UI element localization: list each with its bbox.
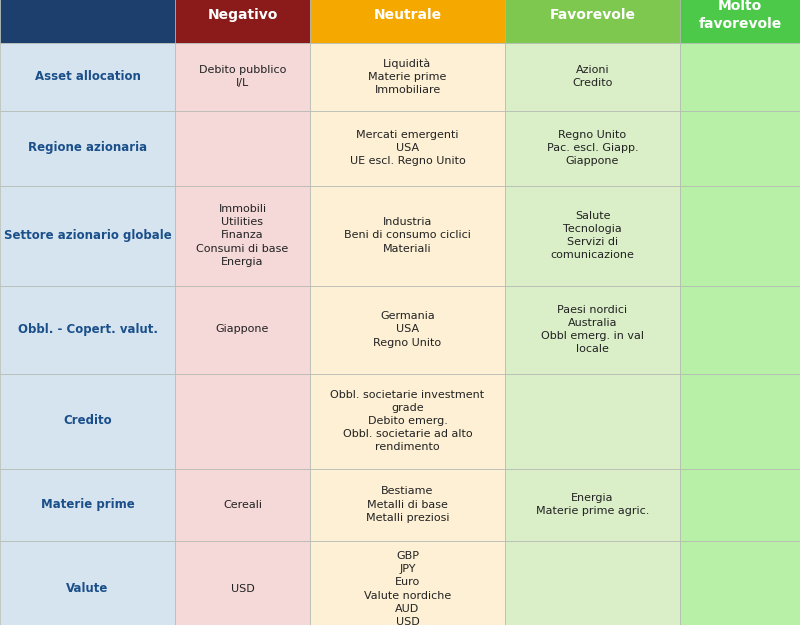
Bar — [505, 286, 680, 374]
Bar — [310, 286, 505, 374]
Text: Paesi nordici
Australia
Obbl emerg. in val
locale: Paesi nordici Australia Obbl emerg. in v… — [541, 305, 644, 354]
Text: Giappone: Giappone — [216, 324, 269, 334]
Text: Molto
favorevole: Molto favorevole — [698, 0, 782, 31]
Bar — [175, 186, 310, 286]
Bar — [175, 0, 310, 42]
Text: Immobili
Utilities
Finanza
Consumi di base
Energia: Immobili Utilities Finanza Consumi di ba… — [196, 204, 289, 267]
Text: Valute: Valute — [66, 582, 109, 596]
Bar — [0, 186, 175, 286]
Text: Debito pubblico
I/L: Debito pubblico I/L — [199, 65, 286, 88]
Text: Azioni
Credito: Azioni Credito — [572, 65, 613, 88]
Text: Negativo: Negativo — [207, 8, 278, 22]
Text: Mercati emergenti
USA
UE escl. Regno Unito: Mercati emergenti USA UE escl. Regno Uni… — [350, 130, 466, 166]
Bar — [0, 541, 175, 625]
Bar — [310, 42, 505, 111]
Text: Cereali: Cereali — [223, 499, 262, 509]
Text: USD: USD — [230, 584, 254, 594]
Text: Regno Unito
Pac. escl. Giapp.
Giappone: Regno Unito Pac. escl. Giapp. Giappone — [546, 130, 638, 166]
Text: Bestiame
Metalli di base
Metalli preziosi: Bestiame Metalli di base Metalli prezios… — [366, 486, 450, 522]
Text: Energia
Materie prime agric.: Energia Materie prime agric. — [536, 493, 649, 516]
Bar — [680, 374, 800, 469]
Bar — [505, 541, 680, 625]
Bar — [680, 0, 800, 42]
Text: Regione azionaria: Regione azionaria — [28, 141, 147, 154]
Bar — [175, 541, 310, 625]
Bar — [680, 541, 800, 625]
Bar — [0, 42, 175, 111]
Text: Asset allocation: Asset allocation — [34, 70, 141, 83]
Bar — [175, 374, 310, 469]
Text: Germania
USA
Regno Unito: Germania USA Regno Unito — [374, 311, 442, 348]
Bar — [505, 111, 680, 186]
Bar — [505, 469, 680, 541]
Text: GBP
JPY
Euro
Valute nordiche
AUD
USD: GBP JPY Euro Valute nordiche AUD USD — [364, 551, 451, 625]
Text: Favorevole: Favorevole — [550, 8, 635, 22]
Bar — [175, 286, 310, 374]
Text: Credito: Credito — [63, 414, 112, 428]
Bar — [680, 42, 800, 111]
Bar — [0, 286, 175, 374]
Bar — [505, 374, 680, 469]
Bar — [310, 541, 505, 625]
Text: Industria
Beni di consumo ciclici
Materiali: Industria Beni di consumo ciclici Materi… — [344, 217, 471, 254]
Bar — [505, 186, 680, 286]
Bar — [175, 111, 310, 186]
Text: Neutrale: Neutrale — [374, 8, 442, 22]
Bar — [505, 42, 680, 111]
Text: Obbl. societarie investment
grade
Debito emerg.
Obbl. societarie ad alto
rendime: Obbl. societarie investment grade Debito… — [330, 389, 485, 452]
Bar — [310, 469, 505, 541]
Bar — [0, 111, 175, 186]
Bar — [680, 469, 800, 541]
Bar — [680, 111, 800, 186]
Text: Materie prime: Materie prime — [41, 498, 134, 511]
Bar — [505, 0, 680, 42]
Bar — [0, 374, 175, 469]
Text: Liquidità
Materie prime
Immobiliare: Liquidità Materie prime Immobiliare — [368, 58, 446, 95]
Text: Obbl. - Copert. valut.: Obbl. - Copert. valut. — [18, 323, 158, 336]
Bar — [310, 186, 505, 286]
Bar — [680, 286, 800, 374]
Bar — [175, 42, 310, 111]
Bar — [310, 111, 505, 186]
Bar — [310, 0, 505, 42]
Bar — [175, 469, 310, 541]
Text: Salute
Tecnologia
Servizi di
comunicazione: Salute Tecnologia Servizi di comunicazio… — [550, 211, 634, 260]
Bar — [310, 374, 505, 469]
Bar — [0, 0, 175, 42]
Bar — [680, 186, 800, 286]
Bar — [0, 469, 175, 541]
Text: Settore azionario globale: Settore azionario globale — [4, 229, 171, 242]
